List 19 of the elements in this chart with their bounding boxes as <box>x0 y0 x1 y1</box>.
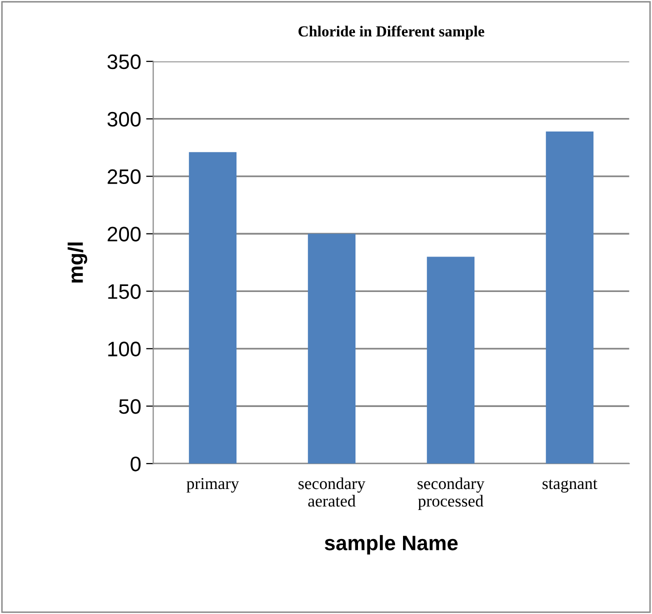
x-axis-title: sample Name <box>324 535 458 554</box>
x-tick-label: primary <box>186 478 240 493</box>
bar <box>546 131 594 464</box>
x-tick-label: secondary aerated <box>298 477 366 507</box>
bar <box>426 256 474 464</box>
y-axis-title: mg/l <box>68 242 88 283</box>
y-tick-label: 150 <box>108 284 141 299</box>
y-tick-label: 300 <box>107 112 141 127</box>
x-tick-label: stagnant <box>542 480 598 493</box>
x-tick-label: secondary processed <box>418 477 484 510</box>
bar <box>188 152 237 464</box>
bar <box>308 234 356 464</box>
y-tick-label: 350 <box>107 54 141 70</box>
y-tick-label: 250 <box>108 169 141 184</box>
chart-title: Chloride in Different sample <box>298 26 484 40</box>
y-tick-label: 50 <box>119 399 141 414</box>
y-tick-label: 0 <box>130 456 141 472</box>
y-tick-label: 200 <box>108 226 141 242</box>
y-tick-label: 100 <box>108 342 141 356</box>
